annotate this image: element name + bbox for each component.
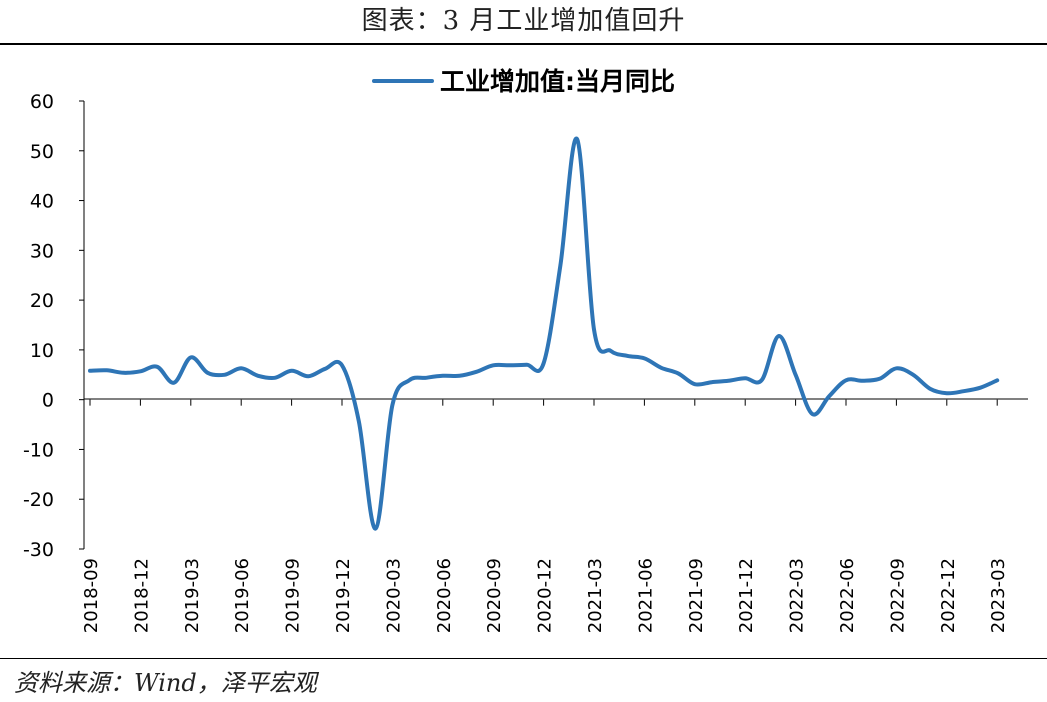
data-point xyxy=(676,371,680,375)
data-point xyxy=(122,371,126,375)
data-point xyxy=(525,363,529,367)
x-tick-label: 2020-09 xyxy=(484,558,505,633)
x-tick-label: 2021-06 xyxy=(635,558,656,633)
y-tick-label: 10 xyxy=(30,340,54,362)
data-point xyxy=(138,369,142,373)
y-tick-label: -30 xyxy=(23,539,54,561)
data-point xyxy=(693,382,697,386)
data-point xyxy=(760,378,764,382)
data-point xyxy=(155,365,159,369)
data-point xyxy=(995,378,999,382)
data-point xyxy=(777,334,781,338)
data-point xyxy=(458,374,462,378)
data-point xyxy=(710,380,714,384)
data-point xyxy=(474,370,478,374)
x-tick-label: 2020-06 xyxy=(434,558,455,633)
data-point xyxy=(978,386,982,390)
data-point xyxy=(357,419,361,423)
data-point xyxy=(945,391,949,395)
data-point xyxy=(407,378,411,382)
y-tick-label: 50 xyxy=(30,141,54,163)
x-tick-label: 2022-03 xyxy=(787,558,808,633)
data-point xyxy=(340,363,344,367)
y-tick-label: -10 xyxy=(23,439,54,461)
data-point xyxy=(878,377,882,381)
data-point xyxy=(575,137,579,141)
y-tick-label: -20 xyxy=(23,489,54,511)
data-point xyxy=(609,349,613,353)
title-divider xyxy=(0,43,1047,45)
x-tick-label: 2021-03 xyxy=(585,558,606,633)
data-point xyxy=(374,527,378,531)
data-point xyxy=(105,368,109,372)
data-point xyxy=(592,328,596,331)
data-point xyxy=(928,387,932,391)
data-point xyxy=(827,394,831,398)
y-tick-label: 20 xyxy=(30,290,54,312)
data-point xyxy=(558,263,562,267)
page-title: 图表：3 月工业增加值回升 xyxy=(361,6,686,36)
x-tick-label: 2019-03 xyxy=(182,558,203,633)
data-point xyxy=(542,361,546,365)
x-tick-label: 2023-03 xyxy=(988,558,1009,633)
x-tick-label: 2018-09 xyxy=(81,558,102,633)
x-tick-label: 2019-06 xyxy=(232,558,253,633)
y-axis-ticks: 60 50 40 30 20 10 0 -10 -20 -30 xyxy=(23,91,84,561)
x-tick-label: 2021-12 xyxy=(736,558,757,633)
y-tick-label: 40 xyxy=(30,191,54,213)
data-point xyxy=(844,378,848,382)
y-tick-label: 0 xyxy=(42,390,54,412)
data-point xyxy=(390,403,394,407)
x-tick-label: 2018-12 xyxy=(131,558,152,633)
data-point xyxy=(206,371,210,375)
chart-legend: 工业增加值:当月同比 xyxy=(372,67,675,96)
x-tick-label: 2022-06 xyxy=(837,558,858,633)
data-points xyxy=(88,137,999,531)
data-point xyxy=(424,376,428,380)
x-tick-label: 2022-12 xyxy=(938,558,959,633)
data-point xyxy=(794,373,798,377)
data-point xyxy=(88,369,92,373)
data-point xyxy=(491,363,495,367)
x-tick-label: 2020-12 xyxy=(535,558,556,633)
legend-label: 工业增加值:当月同比 xyxy=(440,67,675,96)
data-point xyxy=(726,379,730,383)
data-point xyxy=(290,369,294,373)
data-point xyxy=(626,354,630,358)
data-point xyxy=(323,367,327,371)
data-point xyxy=(894,366,898,370)
y-tick-label: 30 xyxy=(30,240,54,262)
x-axis-ticks: 2018-09 2018-12 2019-03 2019-06 2019-09 2019-… xyxy=(81,399,1009,633)
x-tick-label: 2019-09 xyxy=(283,558,304,633)
source-note: 资料来源：Wind，泽平宏观 xyxy=(14,669,317,697)
data-point xyxy=(306,374,310,378)
series-line xyxy=(88,136,1000,531)
data-point xyxy=(441,374,445,378)
x-tick-label: 2019-12 xyxy=(333,558,354,633)
x-tick-label: 2022-09 xyxy=(887,558,908,633)
x-tick-label: 2021-09 xyxy=(686,558,707,633)
data-point xyxy=(189,355,193,359)
line-chart: 工业增加值:当月同比 60 50 40 30 20 10 0 -10 -20 -30 2018-0… xyxy=(23,67,1028,633)
data-point xyxy=(239,366,243,370)
data-point xyxy=(273,376,277,380)
x-tick-label: 2020-03 xyxy=(383,558,404,633)
data-point xyxy=(642,356,646,360)
data-point xyxy=(659,366,663,370)
data-point xyxy=(256,374,260,378)
data-point xyxy=(743,376,747,380)
data-point xyxy=(962,389,966,393)
data-point xyxy=(172,381,176,385)
data-point xyxy=(508,363,512,367)
y-tick-label: 60 xyxy=(30,91,54,113)
data-point xyxy=(810,412,814,416)
data-point xyxy=(222,373,226,377)
data-point xyxy=(911,373,915,377)
data-point xyxy=(861,379,865,383)
footer-divider xyxy=(0,658,1047,659)
